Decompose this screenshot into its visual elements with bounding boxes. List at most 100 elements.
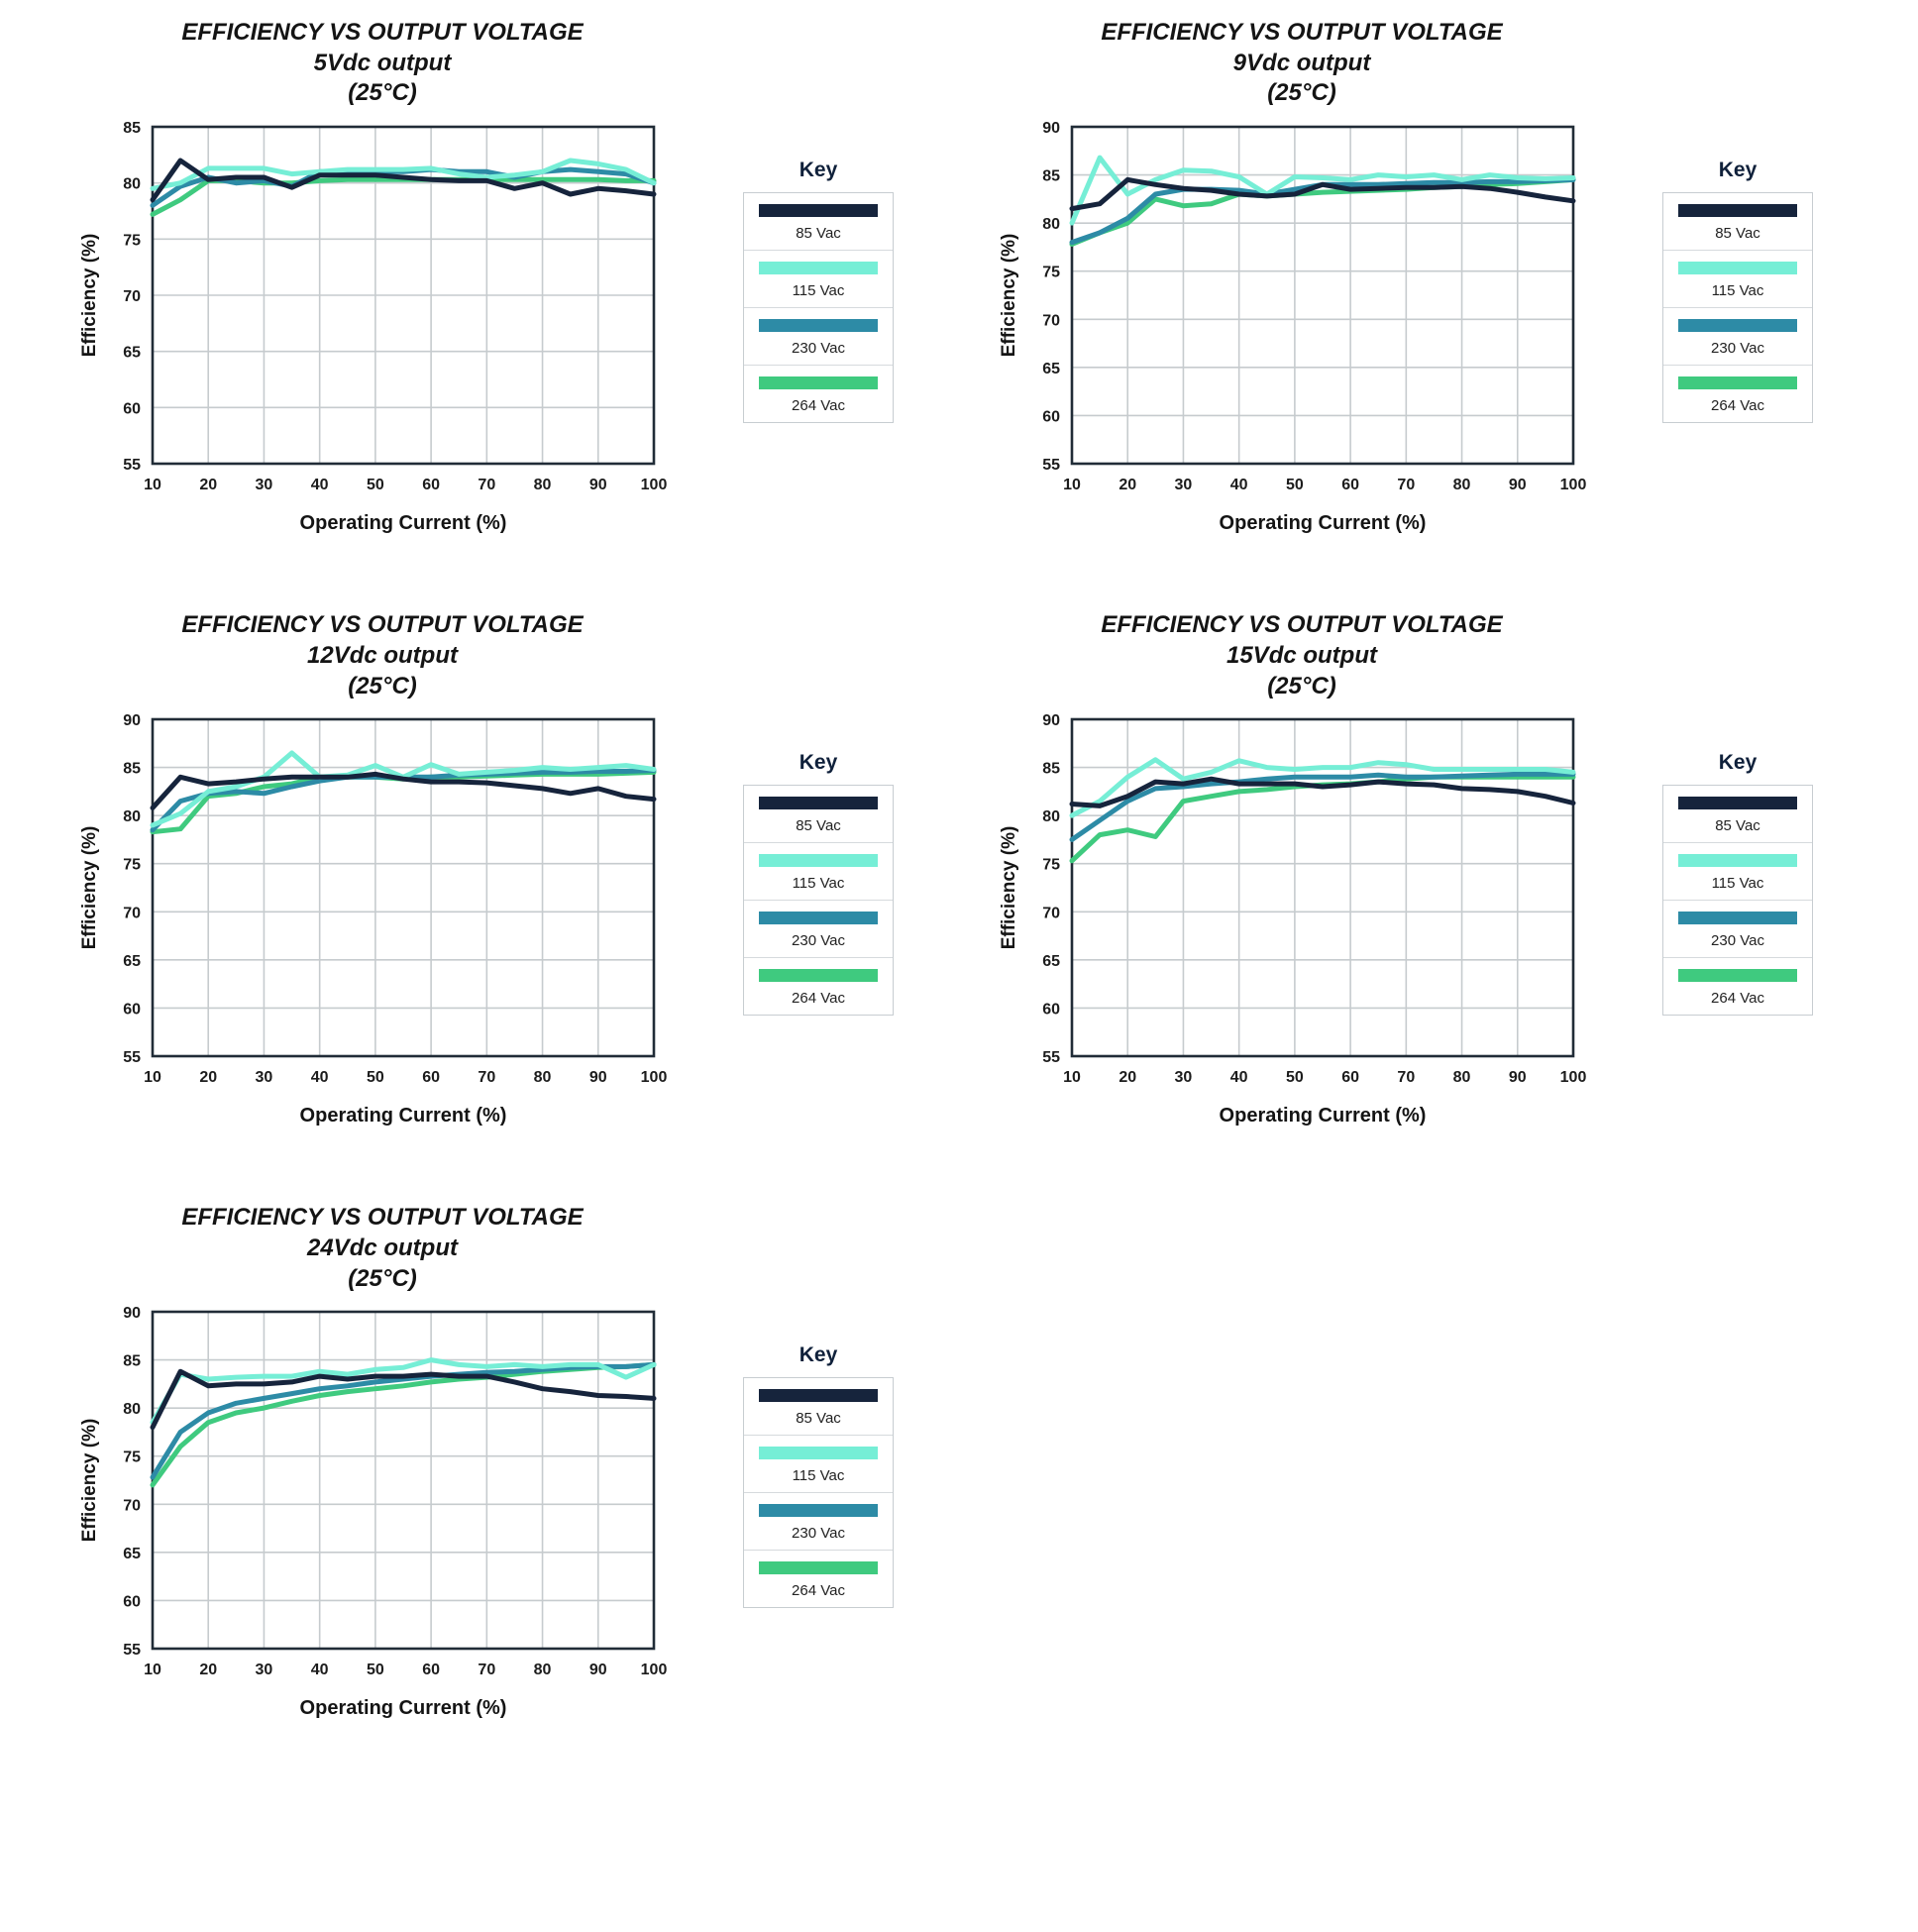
svg-text:60: 60 [1341, 477, 1359, 493]
svg-text:40: 40 [311, 1662, 329, 1678]
key-swatch [759, 1447, 878, 1460]
key-swatch [1678, 319, 1797, 333]
chart-title-line1: EFFICIENCY VS OUTPUT VOLTAGE [181, 611, 584, 639]
key-item-264-vac: 264 Vac [1663, 366, 1812, 422]
plot-wrap: 10 20 30 40 50 60 70 80 90 100 55 60 65 70 75 80 85 90 Eff… [995, 115, 1629, 535]
svg-text:70: 70 [1397, 1069, 1415, 1086]
key-swatch [759, 969, 878, 983]
key-item-85-vac: 85 Vac [1663, 193, 1812, 252]
y-axis-label: Efficiency (%) [79, 826, 100, 950]
svg-text:50: 50 [1286, 1069, 1304, 1086]
key-swatch [1678, 262, 1797, 275]
key-item-85-vac: 85 Vac [744, 193, 893, 252]
svg-text:65: 65 [1042, 953, 1060, 970]
key-items: 85 Vac 115 Vac 230 Vac 264 Vac [1662, 785, 1813, 1017]
svg-text:85: 85 [123, 120, 141, 137]
svg-text:65: 65 [123, 1546, 141, 1562]
svg-text:90: 90 [589, 1662, 607, 1678]
efficiency-plot-15vdc: 10 20 30 40 50 60 70 80 90 100 55 60 65 70 75 80 85 90 Eff… [999, 712, 1586, 1086]
key-item-85-vac: 85 Vac [744, 786, 893, 844]
svg-text:90: 90 [589, 1069, 607, 1086]
series-line-115-vac [1069, 757, 1576, 818]
svg-text:60: 60 [123, 1594, 141, 1611]
y-tick-labels: 55 60 65 70 75 80 85 [123, 120, 141, 474]
empty-grid-cell [959, 1199, 1878, 1720]
key-item-label: 115 Vac [792, 875, 845, 893]
svg-text:60: 60 [422, 477, 440, 493]
svg-text:40: 40 [311, 1069, 329, 1086]
key-title: Key [799, 1343, 838, 1367]
key-item-label: 264 Vac [1711, 397, 1764, 415]
series-line-264-vac [1069, 177, 1576, 248]
key-swatch [759, 854, 878, 868]
svg-text:80: 80 [534, 477, 552, 493]
svg-text:70: 70 [478, 477, 495, 493]
key-item-264-vac: 264 Vac [744, 1551, 893, 1607]
svg-text:70: 70 [1397, 477, 1415, 493]
key-legend-5vdc: Key 85 Vac 115 Vac 230 Vac 264 Vac [743, 159, 894, 424]
chart-title-line1: EFFICIENCY VS OUTPUT VOLTAGE [181, 19, 584, 46]
plot-wrap: 10 20 30 40 50 60 70 80 90 100 55 60 65 70 75 80 85 90 Eff… [75, 1300, 709, 1720]
key-item-264-vac: 264 Vac [744, 366, 893, 422]
svg-text:30: 30 [256, 1069, 273, 1086]
svg-text:60: 60 [123, 400, 141, 417]
svg-text:20: 20 [1119, 1069, 1136, 1086]
key-legend-12vdc: Key 85 Vac 115 Vac 230 Vac 264 Vac [743, 751, 894, 1017]
svg-text:80: 80 [1042, 216, 1060, 233]
svg-text:60: 60 [422, 1069, 440, 1086]
svg-text:85: 85 [1042, 761, 1060, 778]
chart-block-5vdc: EFFICIENCY VS OUTPUT VOLTAGE 5Vdc output… [40, 14, 959, 535]
svg-text:50: 50 [1286, 477, 1304, 493]
key-title: Key [1718, 159, 1758, 182]
y-tick-labels: 55 60 65 70 75 80 85 90 [123, 712, 141, 1066]
key-legend-15vdc: Key 85 Vac 115 Vac 230 Vac 264 Vac [1662, 751, 1813, 1017]
key-swatch [1678, 797, 1797, 810]
plot-border [151, 125, 656, 466]
key-swatch [759, 262, 878, 275]
svg-text:80: 80 [1453, 1069, 1471, 1086]
key-item-label: 115 Vac [792, 1467, 845, 1485]
svg-text:75: 75 [1042, 857, 1060, 874]
key-swatch [1678, 854, 1797, 868]
x-tick-labels: 10 20 30 40 50 60 70 80 90 100 [1063, 477, 1586, 493]
key-item-115-vac: 115 Vac [1663, 843, 1812, 902]
svg-text:60: 60 [1042, 409, 1060, 426]
key-item-85-vac: 85 Vac [744, 1378, 893, 1437]
svg-text:20: 20 [199, 477, 217, 493]
svg-text:30: 30 [256, 1662, 273, 1678]
series-line-85-vac [150, 158, 657, 203]
key-title: Key [799, 751, 838, 775]
svg-text:75: 75 [123, 1449, 141, 1466]
key-item-230-vac: 230 Vac [744, 901, 893, 959]
key-item-label: 230 Vac [792, 932, 845, 950]
key-item-label: 264 Vac [792, 397, 845, 415]
svg-text:50: 50 [367, 1662, 384, 1678]
svg-text:90: 90 [123, 712, 141, 729]
y-tick-labels: 55 60 65 70 75 80 85 90 [123, 1305, 141, 1659]
chart-title-line1: EFFICIENCY VS OUTPUT VOLTAGE [1101, 19, 1503, 46]
svg-text:80: 80 [1453, 477, 1471, 493]
y-axis-label: Efficiency (%) [79, 234, 100, 358]
key-swatch [1678, 969, 1797, 983]
key-items: 85 Vac 115 Vac 230 Vac 264 Vac [743, 785, 894, 1017]
chart-row: 10 20 30 40 50 60 70 80 90 100 55 60 65 70 75 80 85 90 Eff… [40, 707, 959, 1127]
key-item-230-vac: 230 Vac [1663, 901, 1812, 959]
svg-text:70: 70 [123, 288, 141, 305]
svg-text:75: 75 [123, 857, 141, 874]
efficiency-plot-24vdc: 10 20 30 40 50 60 70 80 90 100 55 60 65 70 75 80 85 90 Eff… [79, 1305, 667, 1678]
svg-text:40: 40 [1230, 477, 1248, 493]
svg-text:60: 60 [123, 1002, 141, 1019]
svg-text:20: 20 [199, 1069, 217, 1086]
svg-text:80: 80 [123, 1402, 141, 1419]
svg-text:55: 55 [123, 1049, 141, 1066]
svg-text:75: 75 [1042, 265, 1060, 281]
series-line-85-vac [1069, 777, 1576, 809]
plot-wrap: 10 20 30 40 50 60 70 80 90 100 55 60 65 70 75 80 85 Effic… [75, 115, 709, 535]
efficiency-plot-5vdc: 10 20 30 40 50 60 70 80 90 100 55 60 65 70 75 80 85 Effic… [79, 120, 667, 493]
key-item-label: 230 Vac [792, 1525, 845, 1543]
key-legend-24vdc: Key 85 Vac 115 Vac 230 Vac 264 Vac [743, 1343, 894, 1609]
chart-block-9vdc: EFFICIENCY VS OUTPUT VOLTAGE 9Vdc output… [959, 14, 1878, 535]
key-item-230-vac: 230 Vac [744, 1493, 893, 1552]
series-line-115-vac [1069, 155, 1576, 226]
y-axis-label: Efficiency (%) [999, 234, 1019, 358]
